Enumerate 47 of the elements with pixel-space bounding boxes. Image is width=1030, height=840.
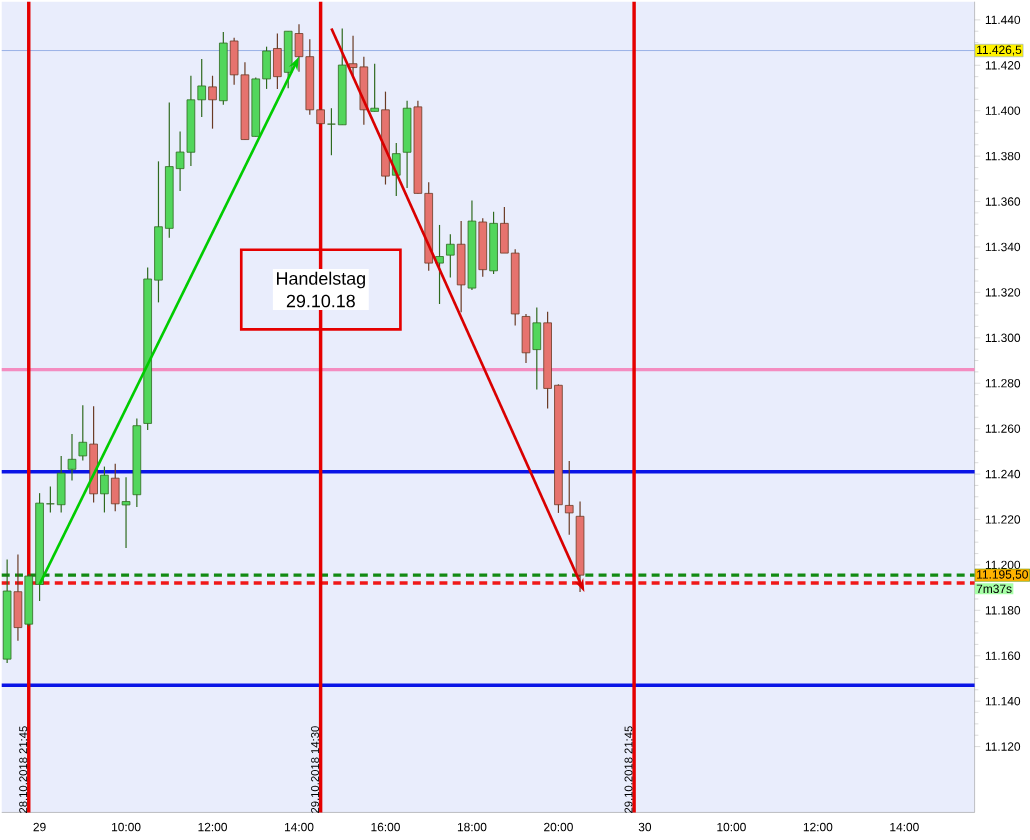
y-tick-label: 11.220 (985, 515, 1021, 524)
y-tick-label: 11.420 (985, 60, 1021, 70)
y-tick-label: 11.320 (985, 288, 1021, 297)
y-tick-label: 11.300 (985, 333, 1021, 342)
y-tick-label: 11.380 (985, 151, 1021, 161)
y-tick-label: 11.280 (985, 378, 1021, 388)
x-tick-label: 12:00 (198, 822, 227, 832)
candlestick (327, 107, 336, 156)
x-tick-label: 10:00 (717, 822, 746, 832)
candlestick (78, 404, 88, 461)
candlestick (446, 233, 455, 278)
candlestick (564, 460, 574, 536)
candlestick (197, 58, 206, 118)
candlestick (370, 62, 379, 112)
candlestick (435, 224, 444, 305)
x-tick-label: 10:00 (112, 822, 141, 832)
y-tick-label: 11.400 (985, 106, 1021, 115)
x-tick-label: 30 (638, 822, 652, 832)
y-tick-label: 11.180 (985, 605, 1021, 615)
ref-line-label: 11.426,5 (977, 45, 1022, 56)
ref-line-label: 11.195,50 (977, 570, 1028, 580)
x-tick-label: 20:00 (544, 822, 573, 832)
candlestick (67, 433, 77, 481)
candlestick (208, 75, 217, 130)
y-tick-label: 11.340 (985, 242, 1021, 252)
annotation: 28.10.2018 21:45 (19, 726, 28, 813)
y-tick-label: 11.360 (985, 197, 1021, 206)
y-tick-label: 11.440 (985, 15, 1021, 24)
y-tick-label: 11.140 (985, 696, 1021, 706)
candlestick (100, 465, 109, 513)
y-tick-label: 11.120 (985, 742, 1021, 751)
x-tick-label: 14:00 (284, 822, 314, 832)
annotation: 29.10.2018 14:30 (311, 726, 320, 813)
x-tick-label: 14:00 (890, 822, 919, 832)
annotation: Handelstag (277, 271, 365, 289)
text: 7m37s (976, 584, 1012, 593)
y-tick-label: 11.260 (985, 424, 1021, 433)
x-tick-label: 18:00 (457, 822, 487, 832)
x-tick-label: 12:00 (803, 822, 833, 832)
y-tick-label: 11.200 (985, 560, 1021, 569)
x-tick-label: 16:00 (371, 822, 400, 832)
annotation: 29.10.2018 21:45 (624, 726, 633, 813)
x-tick-label: 29 (33, 822, 46, 832)
annotation: 29.10.18 (286, 294, 355, 308)
candlestick (121, 476, 131, 549)
y-tick-label: 11.240 (985, 469, 1021, 479)
y-tick-label: 11.160 (985, 651, 1021, 660)
